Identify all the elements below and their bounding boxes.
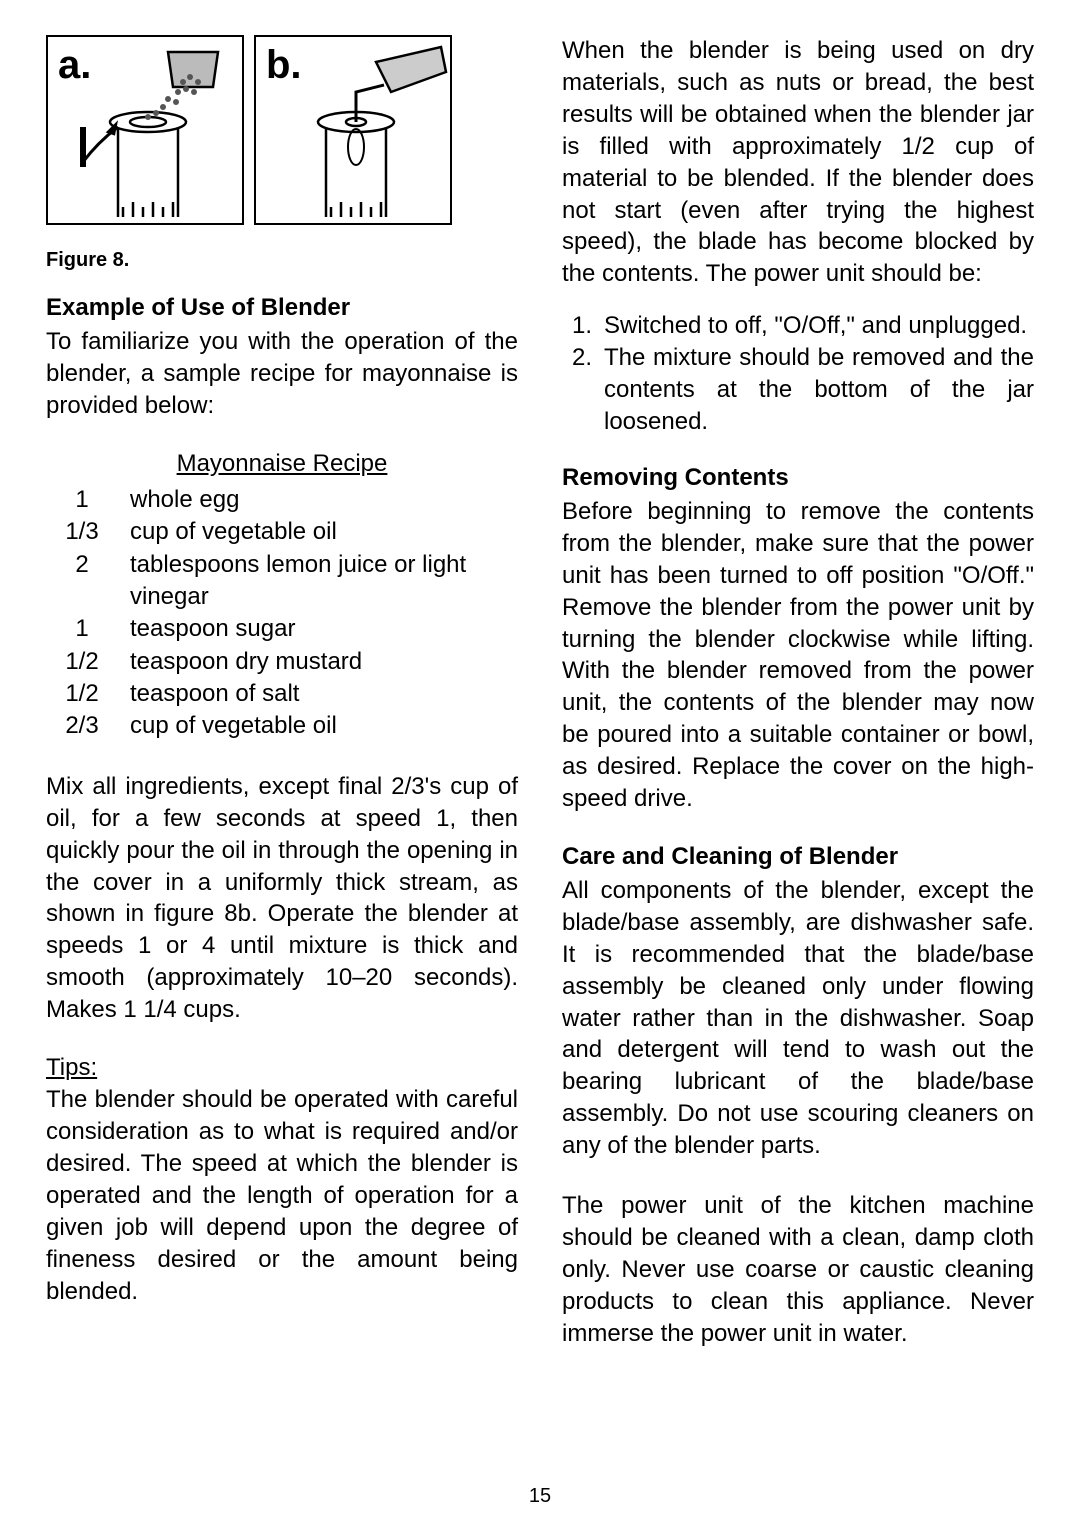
ingredient-row: 1teaspoon sugar — [46, 613, 518, 645]
ingredient-item: teaspoon sugar — [118, 613, 518, 645]
ingredient-qty: 1 — [46, 613, 118, 645]
ingredient-qty: 1/2 — [46, 646, 118, 678]
instructions-text: Mix all ingredients, except final 2/3's … — [46, 771, 518, 1026]
left-column: a. — [46, 35, 518, 1465]
step-text: Switched to off, "O/Off," and unplugged. — [604, 310, 1034, 342]
ingredient-qty: 2 — [46, 549, 118, 614]
ingredient-item: cup of vegetable oil — [118, 516, 518, 548]
ingredient-row: 1/2teaspoon of salt — [46, 678, 518, 710]
step-text: The mixture should be removed and the co… — [604, 342, 1034, 438]
recipe-title: Mayonnaise Recipe — [46, 450, 518, 478]
dry-materials-text: When the blender is being used on dry ma… — [562, 35, 1034, 290]
step-row: 2. The mixture should be removed and the… — [562, 342, 1034, 438]
tips-heading: Tips: — [46, 1054, 518, 1082]
ingredient-row: 2/3cup of vegetable oil — [46, 710, 518, 742]
ingredient-list: 1whole egg 1/3cup of vegetable oil 2tabl… — [46, 484, 518, 743]
right-column: When the blender is being used on dry ma… — [562, 35, 1034, 1465]
ingredient-row: 1/3cup of vegetable oil — [46, 516, 518, 548]
intro-text: To familiarize you with the operation of… — [46, 326, 518, 422]
figure-8b-panel: b. — [254, 35, 452, 225]
ingredient-item: teaspoon of salt — [118, 678, 518, 710]
ingredient-row: 1/2teaspoon dry mustard — [46, 646, 518, 678]
ingredient-item: tablespoons lemon juice or light vinegar — [118, 549, 518, 614]
care-cleaning-body-1: All components of the blender, except th… — [562, 875, 1034, 1162]
heading-example-of-use: Example of Use of Blender — [46, 294, 518, 322]
ingredient-item: cup of vegetable oil — [118, 710, 518, 742]
ingredient-item: teaspoon dry mustard — [118, 646, 518, 678]
tips-body: The blender should be operated with care… — [46, 1084, 518, 1307]
care-cleaning-body-2: The power unit of the kitchen machine sh… — [562, 1190, 1034, 1350]
ingredient-qty: 1/3 — [46, 516, 118, 548]
ingredient-qty: 1/2 — [46, 678, 118, 710]
blender-pouring-liquid-icon — [256, 37, 454, 227]
ingredient-qty: 1 — [46, 484, 118, 516]
ingredient-row: 2tablespoons lemon juice or light vinega… — [46, 549, 518, 614]
figure-8a-panel: a. — [46, 35, 244, 225]
figure-caption: Figure 8. — [46, 249, 518, 272]
step-row: 1. Switched to off, "O/Off," and unplugg… — [562, 310, 1034, 342]
heading-removing-contents: Removing Contents — [562, 464, 1034, 492]
page-number: 15 — [0, 1485, 1080, 1508]
figure-8: a. — [46, 35, 518, 225]
step-number: 2. — [562, 342, 604, 438]
ingredient-qty: 2/3 — [46, 710, 118, 742]
step-number: 1. — [562, 310, 604, 342]
blender-pouring-solids-icon — [48, 37, 246, 227]
ingredient-row: 1whole egg — [46, 484, 518, 516]
removing-contents-body: Before beginning to remove the contents … — [562, 496, 1034, 815]
power-unit-steps: 1. Switched to off, "O/Off," and unplugg… — [562, 310, 1034, 438]
heading-care-cleaning: Care and Cleaning of Blender — [562, 843, 1034, 871]
ingredient-item: whole egg — [118, 484, 518, 516]
